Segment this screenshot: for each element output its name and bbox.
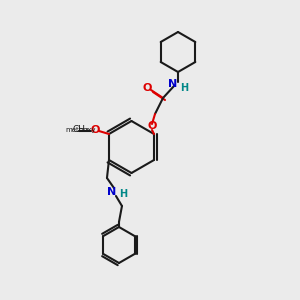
Text: O: O — [147, 121, 157, 131]
Text: methoxy: methoxy — [66, 127, 96, 133]
Text: N: N — [168, 79, 178, 89]
Text: O: O — [142, 83, 152, 93]
Text: H: H — [119, 189, 127, 199]
Text: H: H — [180, 83, 188, 93]
Text: N: N — [107, 187, 117, 197]
Text: CH₃: CH₃ — [73, 125, 90, 134]
Text: O: O — [90, 125, 100, 135]
